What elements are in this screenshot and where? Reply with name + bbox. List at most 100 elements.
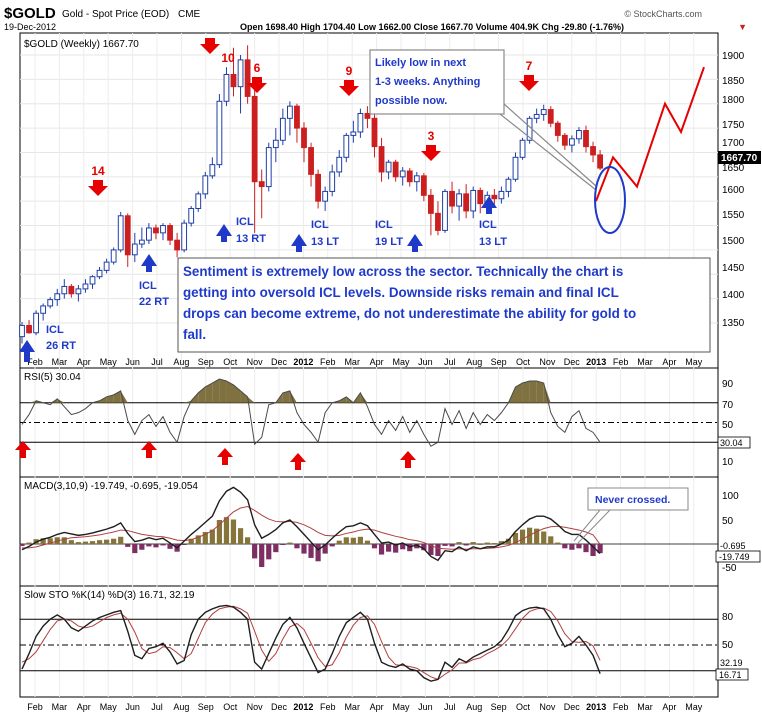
candle-body <box>124 215 131 256</box>
rsi-fill-segment <box>240 390 248 403</box>
candle-body <box>216 100 223 166</box>
time-axis-label: Mar <box>52 702 68 712</box>
candle-body <box>540 109 547 115</box>
time-axis-label: May <box>100 357 118 367</box>
callout-pointer <box>503 103 597 187</box>
time-axes: Feb Feb Mar Mar Apr Apr May May Jun Jun Jul Jul Aug A… <box>27 357 703 712</box>
candle-body <box>96 269 103 278</box>
price-tick: 1700 <box>722 138 745 149</box>
time-axis-label: Jul <box>151 357 163 367</box>
candle-body <box>174 239 180 251</box>
time-axis-label: Dec <box>564 357 581 367</box>
macd-histogram-bar <box>153 544 159 548</box>
instrument-name: Gold - Spot Price (EOD) <box>62 9 169 20</box>
macd-signal-label: -0.695 <box>720 541 746 551</box>
time-axis-label: Nov <box>539 702 556 712</box>
rsi-fill-segment <box>198 386 206 403</box>
time-axis-label: Apr <box>370 357 384 367</box>
down-arrow-icon <box>200 38 220 54</box>
price-tick: 1450 <box>722 263 745 274</box>
price-legend: $GOLD (Weekly) 1667.70 <box>24 39 139 50</box>
candle-body <box>336 156 343 173</box>
last-price-label: 1667.70 <box>721 153 758 164</box>
time-axis-label: Mar <box>344 702 360 712</box>
macd-histogram-bar <box>470 542 476 544</box>
time-axis-label: Jun <box>125 702 140 712</box>
macd-histogram-bar <box>301 544 307 554</box>
rsi-fill-segment <box>282 390 290 403</box>
macd-histogram-bar <box>245 537 251 544</box>
price-tick: 1600 <box>722 185 745 196</box>
macd-histogram-bar <box>209 529 215 544</box>
sto-d-label: 32.19 <box>720 658 743 668</box>
down-arrow-icon <box>519 75 539 91</box>
cycle-count-label: 7 <box>526 59 533 73</box>
macd-histogram-bar <box>562 544 568 549</box>
change-down-icon: ▼ <box>738 22 747 32</box>
time-axis-label: May <box>392 702 410 712</box>
brand-watermark: © StockCharts.com <box>624 9 702 19</box>
rsi-fill-segment <box>529 381 537 403</box>
cycle-count-label: 14 <box>91 164 105 178</box>
time-axis-label: Mar <box>52 357 68 367</box>
price-tick: 1400 <box>722 290 745 301</box>
price-tick: 1750 <box>722 120 745 131</box>
icl-label-line2: 22 RT <box>139 296 169 308</box>
macd-histogram-bar <box>26 542 32 544</box>
macd-histogram-bar <box>477 544 483 545</box>
never-crossed-pointer <box>573 509 601 542</box>
candle-body <box>583 130 589 148</box>
macd-histogram-bar <box>40 538 46 544</box>
sto-tick: 50 <box>722 640 734 651</box>
up-arrow-icon <box>141 441 157 458</box>
macd-histogram-bar <box>386 544 392 552</box>
macd-histogram-bar <box>534 528 540 544</box>
time-axis-label: Feb <box>320 357 336 367</box>
price-tick: 1350 <box>722 318 745 329</box>
rsi-fill-segment <box>543 383 551 403</box>
low-zone-ellipse <box>594 166 626 234</box>
macd-histogram-bar <box>343 537 349 544</box>
candle-body <box>181 222 188 251</box>
candle-body <box>399 170 406 178</box>
rsi-oversold-markers <box>15 441 416 470</box>
rsi-fill-segment <box>247 396 255 403</box>
rsi-fill-segment <box>205 383 213 403</box>
macd-histogram-bar <box>287 542 293 544</box>
macd-histogram-bar <box>442 544 448 546</box>
candle-body <box>350 131 357 136</box>
icl-label-line2: 26 RT <box>46 340 76 352</box>
cycle-count-label: 9 <box>346 64 353 78</box>
macd-histogram-bar <box>576 544 582 549</box>
time-axis-label: Sep <box>491 357 507 367</box>
macd-histogram-bar <box>259 544 265 568</box>
macd-histogram-bar <box>146 544 152 547</box>
time-axis-label: Aug <box>173 357 189 367</box>
candle-body <box>470 189 477 212</box>
macd-tick: 50 <box>722 516 734 527</box>
time-axis-label: Oct <box>223 357 238 367</box>
candle-body <box>435 212 441 231</box>
time-axis-label: Aug <box>466 702 482 712</box>
icl-label-line2: 13 LT <box>479 236 507 248</box>
candle-body <box>223 73 230 102</box>
candle-body <box>364 112 371 119</box>
macd-histogram-bar <box>555 542 561 544</box>
macd-histogram-bar <box>19 544 25 546</box>
macd-histogram-bar <box>216 520 222 544</box>
candle-body <box>131 243 138 256</box>
candle-body <box>463 193 470 212</box>
macd-histogram-bar <box>428 544 434 556</box>
rsi-fill-segment <box>29 400 37 403</box>
sto-legend: Slow STO %K(14) %D(3) 16.71, 32.19 <box>24 590 195 601</box>
time-axis-label: Mar <box>637 357 653 367</box>
callout-pointer <box>499 113 597 191</box>
icl-label-line1: ICL <box>479 219 497 231</box>
macd-histogram-bar <box>160 544 166 546</box>
macd-histogram-bar <box>68 540 74 544</box>
candle-body <box>138 239 145 245</box>
time-axis-label: Feb <box>613 357 629 367</box>
cycle-count-label: 10 <box>221 51 235 65</box>
candle-body <box>392 161 399 178</box>
rsi-fill-segment <box>50 398 58 403</box>
